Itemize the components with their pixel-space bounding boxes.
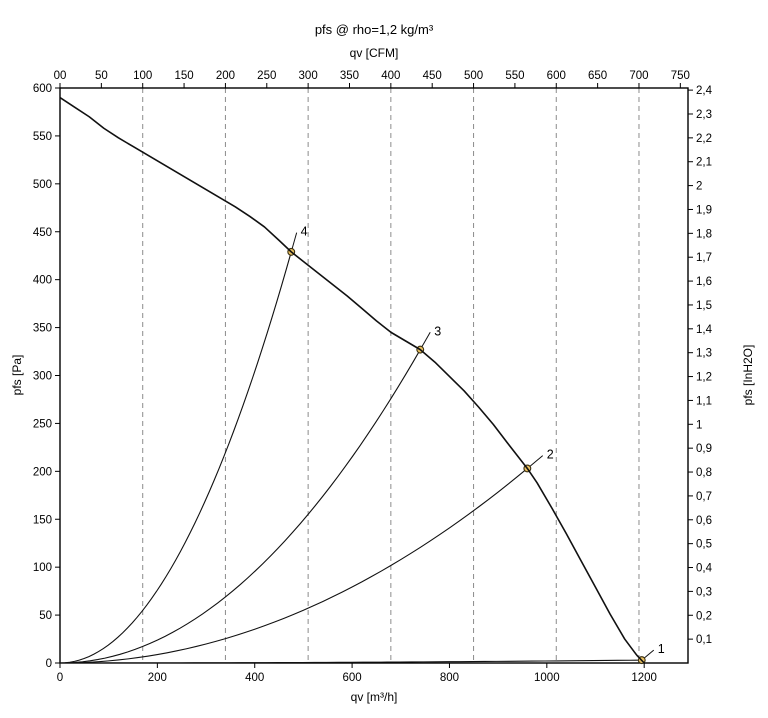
fan-curve bbox=[59, 96, 645, 664]
top-tick-label: 650 bbox=[588, 70, 607, 82]
bottom-axis-title: qv [m³/h] bbox=[350, 690, 398, 704]
top-tick-label: 100 bbox=[133, 70, 152, 82]
bottom-tick-label: 800 bbox=[440, 672, 459, 684]
system-curve-3 bbox=[59, 349, 421, 664]
right-tick-label: 1,9 bbox=[696, 204, 712, 216]
left-tick-label: 50 bbox=[39, 610, 52, 622]
bottom-tick-label: 400 bbox=[245, 672, 264, 684]
left-tick-label: 200 bbox=[33, 466, 52, 478]
bottom-tick-label: 0 bbox=[57, 672, 63, 684]
right-tick-label: 1 bbox=[696, 419, 702, 431]
right-tick-label: 2,4 bbox=[696, 85, 713, 97]
left-tick-label: 500 bbox=[33, 179, 52, 191]
chart-title: pfs @ rho=1,2 kg/m³ bbox=[314, 22, 434, 37]
right-tick-label: 1,3 bbox=[696, 348, 712, 360]
top-tick-label: 500 bbox=[464, 70, 483, 82]
right-tick-label: 0,6 bbox=[696, 515, 712, 527]
left-tick-label: 600 bbox=[33, 83, 52, 95]
left-tick-label: 250 bbox=[33, 418, 52, 430]
top-tick-label: 450 bbox=[423, 70, 442, 82]
point-label-2: 2 bbox=[547, 448, 554, 462]
left-tick-label: 300 bbox=[33, 371, 52, 383]
left-axis-title: pfs [Pa] bbox=[10, 354, 24, 396]
right-tick-label: 1,5 bbox=[696, 300, 712, 312]
top-tick-label: 750 bbox=[671, 70, 690, 82]
left-tick-label: 350 bbox=[33, 323, 52, 335]
right-tick-label: 0,9 bbox=[696, 443, 712, 455]
top-tick-label: 700 bbox=[629, 70, 648, 82]
plot-frame bbox=[59, 87, 689, 664]
top-tick-label: 400 bbox=[381, 70, 400, 82]
system-curve-2 bbox=[59, 468, 528, 664]
top-tick-label: 550 bbox=[505, 70, 524, 82]
top-tick-label: 600 bbox=[547, 70, 566, 82]
right-tick-label: 0,5 bbox=[696, 539, 712, 551]
right-tick-label: 1,6 bbox=[696, 276, 712, 288]
right-tick-label: 2,1 bbox=[696, 157, 712, 169]
system-curve-1 bbox=[59, 659, 642, 664]
left-tick-label: 550 bbox=[33, 131, 52, 143]
right-tick-label: 0,8 bbox=[696, 467, 712, 479]
top-tick-label: 200 bbox=[216, 70, 235, 82]
point-label-1: 1 bbox=[658, 642, 665, 656]
right-tick-label: 0,1 bbox=[696, 634, 712, 646]
left-tick-label: 0 bbox=[46, 658, 52, 670]
left-tick-label: 150 bbox=[33, 514, 52, 526]
point-label-3: 3 bbox=[434, 324, 441, 338]
right-tick-label: 1,7 bbox=[696, 252, 712, 264]
right-tick-label: 1,2 bbox=[696, 372, 712, 384]
right-tick-label: 2 bbox=[696, 181, 702, 193]
point-label-4: 4 bbox=[301, 225, 308, 239]
top-tick-label: 150 bbox=[174, 70, 193, 82]
bottom-tick-label: 1200 bbox=[631, 672, 657, 684]
right-tick-label: 0,7 bbox=[696, 491, 712, 503]
top-tick-label: 250 bbox=[257, 70, 276, 82]
right-tick-label: 0,2 bbox=[696, 610, 712, 622]
top-tick-label: 350 bbox=[340, 70, 359, 82]
left-tick-label: 400 bbox=[33, 275, 52, 287]
right-tick-label: 0,4 bbox=[696, 563, 713, 575]
right-tick-label: 1,1 bbox=[696, 395, 712, 407]
top-tick-label: 50 bbox=[95, 70, 108, 82]
right-tick-label: 2,2 bbox=[696, 133, 712, 145]
right-tick-label: 0,3 bbox=[696, 586, 712, 598]
system-curve-4 bbox=[59, 251, 292, 664]
top-axis-title: qv [CFM] bbox=[349, 46, 399, 60]
bottom-tick-label: 200 bbox=[148, 672, 167, 684]
bottom-tick-label: 600 bbox=[342, 672, 361, 684]
left-tick-label: 450 bbox=[33, 227, 52, 239]
left-tick-label: 100 bbox=[33, 562, 52, 574]
top-tick-label: 00 bbox=[54, 70, 67, 82]
bottom-tick-label: 1000 bbox=[534, 672, 560, 684]
right-tick-label: 2,3 bbox=[696, 109, 712, 121]
right-tick-label: 1,4 bbox=[696, 324, 713, 336]
right-axis-title: pfs [InH2O] bbox=[741, 344, 755, 406]
right-tick-label: 1,8 bbox=[696, 228, 712, 240]
top-tick-label: 300 bbox=[299, 70, 318, 82]
